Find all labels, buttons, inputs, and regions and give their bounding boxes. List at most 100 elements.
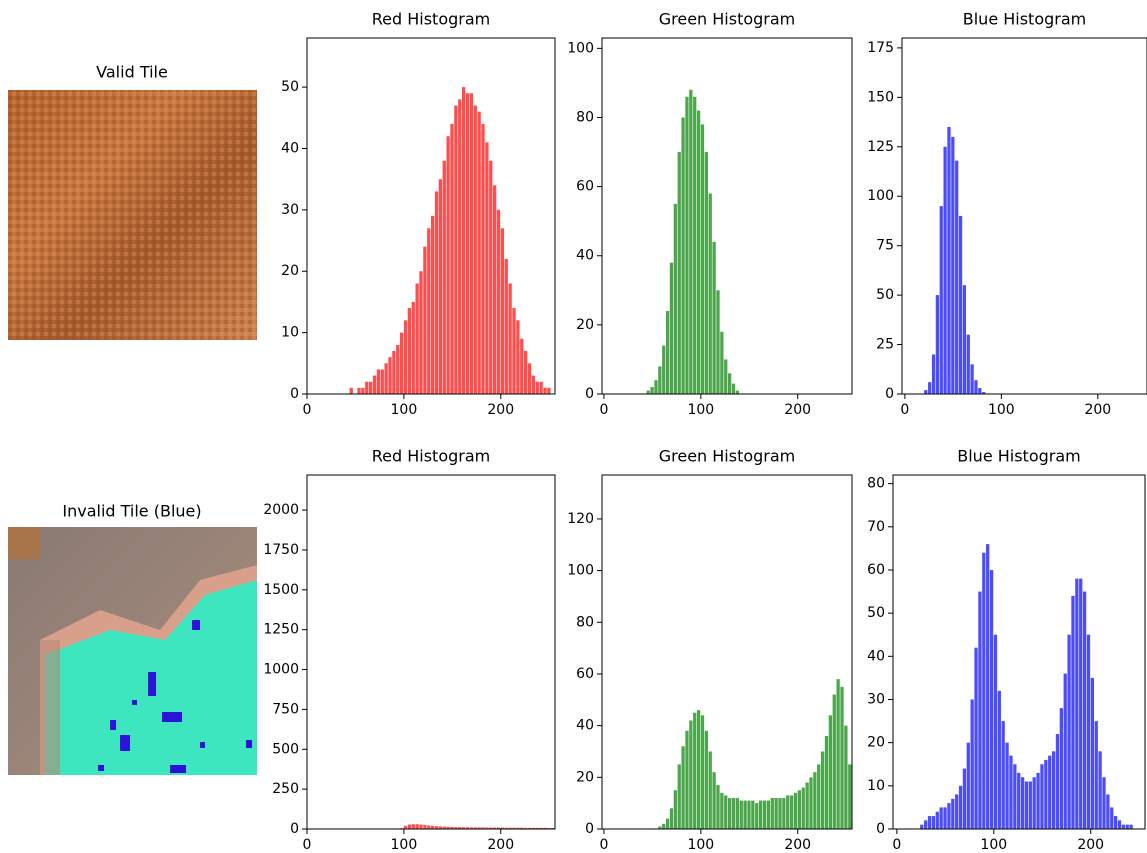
y-tick-label: 100: [867, 188, 894, 204]
y-tick-label: 1250: [263, 622, 299, 638]
bar: [813, 772, 817, 829]
y-tick-label: 1000: [263, 662, 299, 678]
bar: [931, 354, 936, 394]
y-tick-label: 0: [585, 821, 594, 837]
x-tick-label: 0: [599, 837, 608, 853]
bar: [700, 715, 705, 829]
bar: [442, 826, 446, 829]
bar: [496, 209, 501, 394]
bar: [685, 730, 689, 829]
bar: [844, 725, 848, 829]
y-tick-label: 80: [576, 109, 594, 125]
bar: [966, 334, 970, 394]
bar: [431, 825, 435, 829]
bar: [970, 364, 974, 394]
bar: [962, 285, 967, 394]
bar: [396, 344, 400, 394]
y-tick-label: 120: [567, 511, 594, 527]
bar: [427, 825, 431, 829]
bar: [450, 826, 454, 829]
invalid-tile-image: [8, 527, 257, 775]
y-tick-label: 2000: [263, 502, 299, 518]
bar: [724, 359, 728, 394]
bar: [415, 824, 419, 829]
bar: [997, 690, 1001, 829]
bar: [743, 800, 747, 829]
bar: [500, 827, 505, 829]
bar: [543, 387, 547, 394]
bar: [1125, 824, 1129, 829]
bar: [747, 800, 751, 829]
bar: [939, 206, 943, 394]
bar: [978, 591, 982, 829]
y-tick-label: 40: [867, 648, 885, 664]
bar: [1094, 721, 1098, 829]
bar: [365, 381, 369, 394]
bar: [927, 816, 932, 829]
bar: [681, 746, 685, 829]
bar: [962, 768, 967, 829]
bar: [427, 228, 431, 394]
bar: [357, 387, 361, 394]
bar: [411, 301, 415, 394]
bar: [966, 742, 970, 829]
bar: [527, 827, 532, 829]
bar: [704, 730, 708, 829]
valid-tile-image: [8, 90, 257, 340]
bar: [970, 699, 974, 829]
bar: [693, 96, 697, 395]
bar: [403, 320, 408, 394]
bar: [527, 363, 532, 394]
bar: [1032, 777, 1036, 829]
bar: [993, 634, 998, 829]
bar: [820, 751, 825, 829]
chart-title: Red Histogram: [372, 10, 490, 29]
bar: [403, 825, 408, 829]
bar: [361, 387, 365, 394]
bar: [673, 203, 677, 394]
bar: [935, 295, 940, 394]
bar: [1017, 772, 1021, 829]
bar: [716, 290, 720, 394]
bar: [935, 811, 939, 829]
bar: [924, 390, 928, 394]
bar: [493, 185, 497, 394]
bar: [673, 790, 677, 829]
x-tick-label: 100: [687, 837, 714, 853]
bar: [473, 105, 477, 394]
bar: [1117, 820, 1122, 829]
bar: [458, 827, 462, 829]
x-tick-label: 0: [303, 837, 312, 853]
x-tick-label: 200: [487, 837, 514, 853]
bar: [943, 807, 947, 829]
y-tick-label: 10: [867, 778, 885, 794]
y-tick-label: 175: [867, 40, 894, 56]
bar: [481, 827, 485, 829]
bar: [727, 797, 732, 829]
y-tick-label: 125: [867, 139, 894, 155]
y-tick-label: 60: [576, 179, 594, 195]
y-tick-label: 100: [567, 40, 594, 56]
bar: [700, 124, 705, 394]
y-tick-label: 50: [867, 605, 885, 621]
bar: [469, 93, 474, 394]
bar: [735, 797, 739, 829]
bar: [380, 369, 384, 394]
bar: [766, 800, 771, 829]
bar: [824, 735, 829, 829]
y-tick-label: 75: [876, 238, 894, 254]
bar: [442, 160, 446, 394]
y-tick-label: 0: [885, 386, 894, 402]
bar: [943, 146, 947, 394]
bar: [955, 794, 959, 829]
bar: [434, 191, 439, 394]
bar: [974, 647, 978, 829]
y-tick-label: 50: [281, 79, 299, 95]
bar: [947, 803, 951, 829]
bar: [774, 797, 778, 829]
axes-frame: [601, 474, 853, 830]
x-tick-label: 0: [892, 837, 901, 853]
bar: [665, 311, 670, 394]
bar: [978, 388, 982, 394]
